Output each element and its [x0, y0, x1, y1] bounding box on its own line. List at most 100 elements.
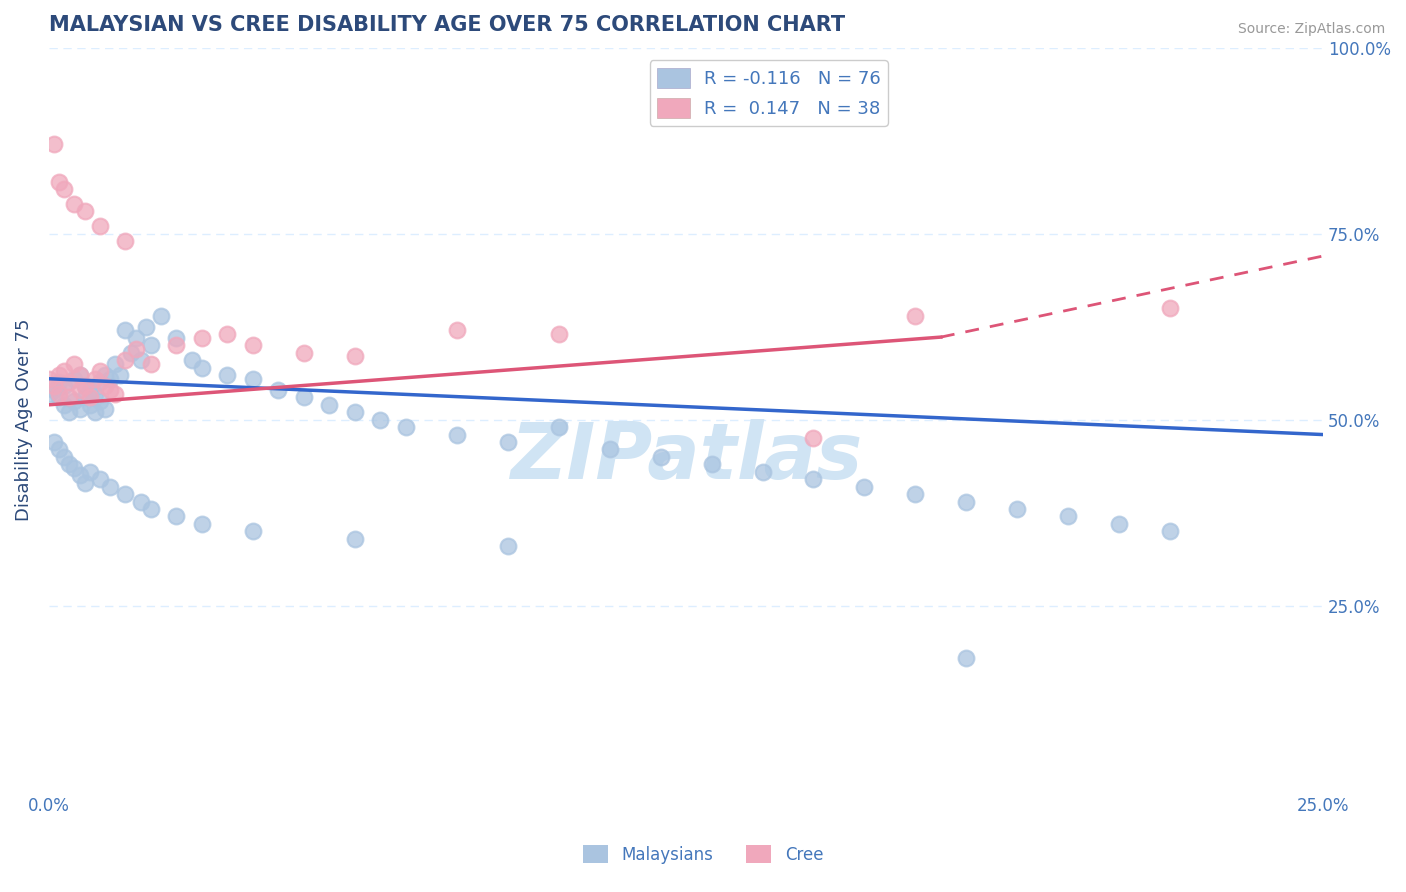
Point	[599, 442, 621, 457]
Point	[496, 435, 519, 450]
Point	[114, 323, 136, 337]
Point	[38, 386, 60, 401]
Point	[48, 386, 70, 401]
Point	[48, 442, 70, 457]
Text: MALAYSIAN VS CREE DISABILITY AGE OVER 75 CORRELATION CHART: MALAYSIAN VS CREE DISABILITY AGE OVER 75…	[49, 15, 845, 35]
Point	[217, 368, 239, 382]
Point	[69, 368, 91, 382]
Point	[94, 401, 117, 416]
Point	[343, 350, 366, 364]
Point	[63, 197, 86, 211]
Point	[79, 390, 101, 404]
Point	[63, 357, 86, 371]
Point	[751, 465, 773, 479]
Point	[124, 342, 146, 356]
Point	[955, 494, 977, 508]
Point	[63, 394, 86, 409]
Point	[58, 376, 80, 390]
Point	[48, 175, 70, 189]
Point	[904, 309, 927, 323]
Point	[124, 331, 146, 345]
Point	[42, 435, 65, 450]
Point	[217, 327, 239, 342]
Point	[547, 420, 569, 434]
Point	[58, 390, 80, 404]
Point	[89, 376, 111, 390]
Point	[98, 383, 121, 397]
Point	[38, 372, 60, 386]
Point	[1007, 502, 1029, 516]
Point	[79, 383, 101, 397]
Point	[104, 357, 127, 371]
Point	[42, 137, 65, 152]
Point	[73, 204, 96, 219]
Point	[267, 383, 290, 397]
Point	[114, 353, 136, 368]
Point	[150, 309, 173, 323]
Point	[1159, 524, 1181, 539]
Point	[129, 353, 152, 368]
Point	[114, 487, 136, 501]
Point	[42, 379, 65, 393]
Point	[98, 480, 121, 494]
Point	[318, 398, 340, 412]
Point	[904, 487, 927, 501]
Point	[165, 338, 187, 352]
Point	[165, 331, 187, 345]
Point	[53, 379, 76, 393]
Point	[139, 357, 162, 371]
Text: Source: ZipAtlas.com: Source: ZipAtlas.com	[1237, 22, 1385, 37]
Point	[191, 516, 214, 531]
Point	[242, 372, 264, 386]
Y-axis label: Disability Age Over 75: Disability Age Over 75	[15, 318, 32, 521]
Point	[139, 338, 162, 352]
Point	[496, 539, 519, 553]
Point	[803, 431, 825, 445]
Point	[94, 368, 117, 382]
Point	[650, 450, 672, 464]
Point	[547, 327, 569, 342]
Point	[180, 353, 202, 368]
Point	[63, 372, 86, 386]
Point	[73, 379, 96, 393]
Point	[63, 461, 86, 475]
Point	[129, 494, 152, 508]
Point	[58, 405, 80, 419]
Point	[53, 450, 76, 464]
Point	[58, 458, 80, 472]
Point	[89, 472, 111, 486]
Legend: Malaysians, Cree: Malaysians, Cree	[576, 838, 830, 871]
Point	[42, 383, 65, 397]
Point	[69, 468, 91, 483]
Point	[73, 390, 96, 404]
Point	[94, 379, 117, 393]
Point	[242, 338, 264, 352]
Point	[73, 475, 96, 490]
Point	[446, 427, 468, 442]
Point	[368, 412, 391, 426]
Point	[89, 364, 111, 378]
Point	[48, 376, 70, 390]
Point	[1057, 509, 1080, 524]
Point	[89, 219, 111, 234]
Point	[110, 368, 132, 382]
Point	[69, 401, 91, 416]
Point	[395, 420, 418, 434]
Point	[114, 234, 136, 248]
Point	[104, 386, 127, 401]
Point	[343, 532, 366, 546]
Point	[79, 398, 101, 412]
Point	[135, 319, 157, 334]
Point	[120, 345, 142, 359]
Point	[79, 465, 101, 479]
Point	[83, 386, 105, 401]
Point	[853, 480, 876, 494]
Point	[1159, 301, 1181, 315]
Point	[191, 360, 214, 375]
Point	[48, 390, 70, 404]
Point	[53, 182, 76, 196]
Point	[98, 372, 121, 386]
Point	[53, 398, 76, 412]
Point	[803, 472, 825, 486]
Point	[83, 372, 105, 386]
